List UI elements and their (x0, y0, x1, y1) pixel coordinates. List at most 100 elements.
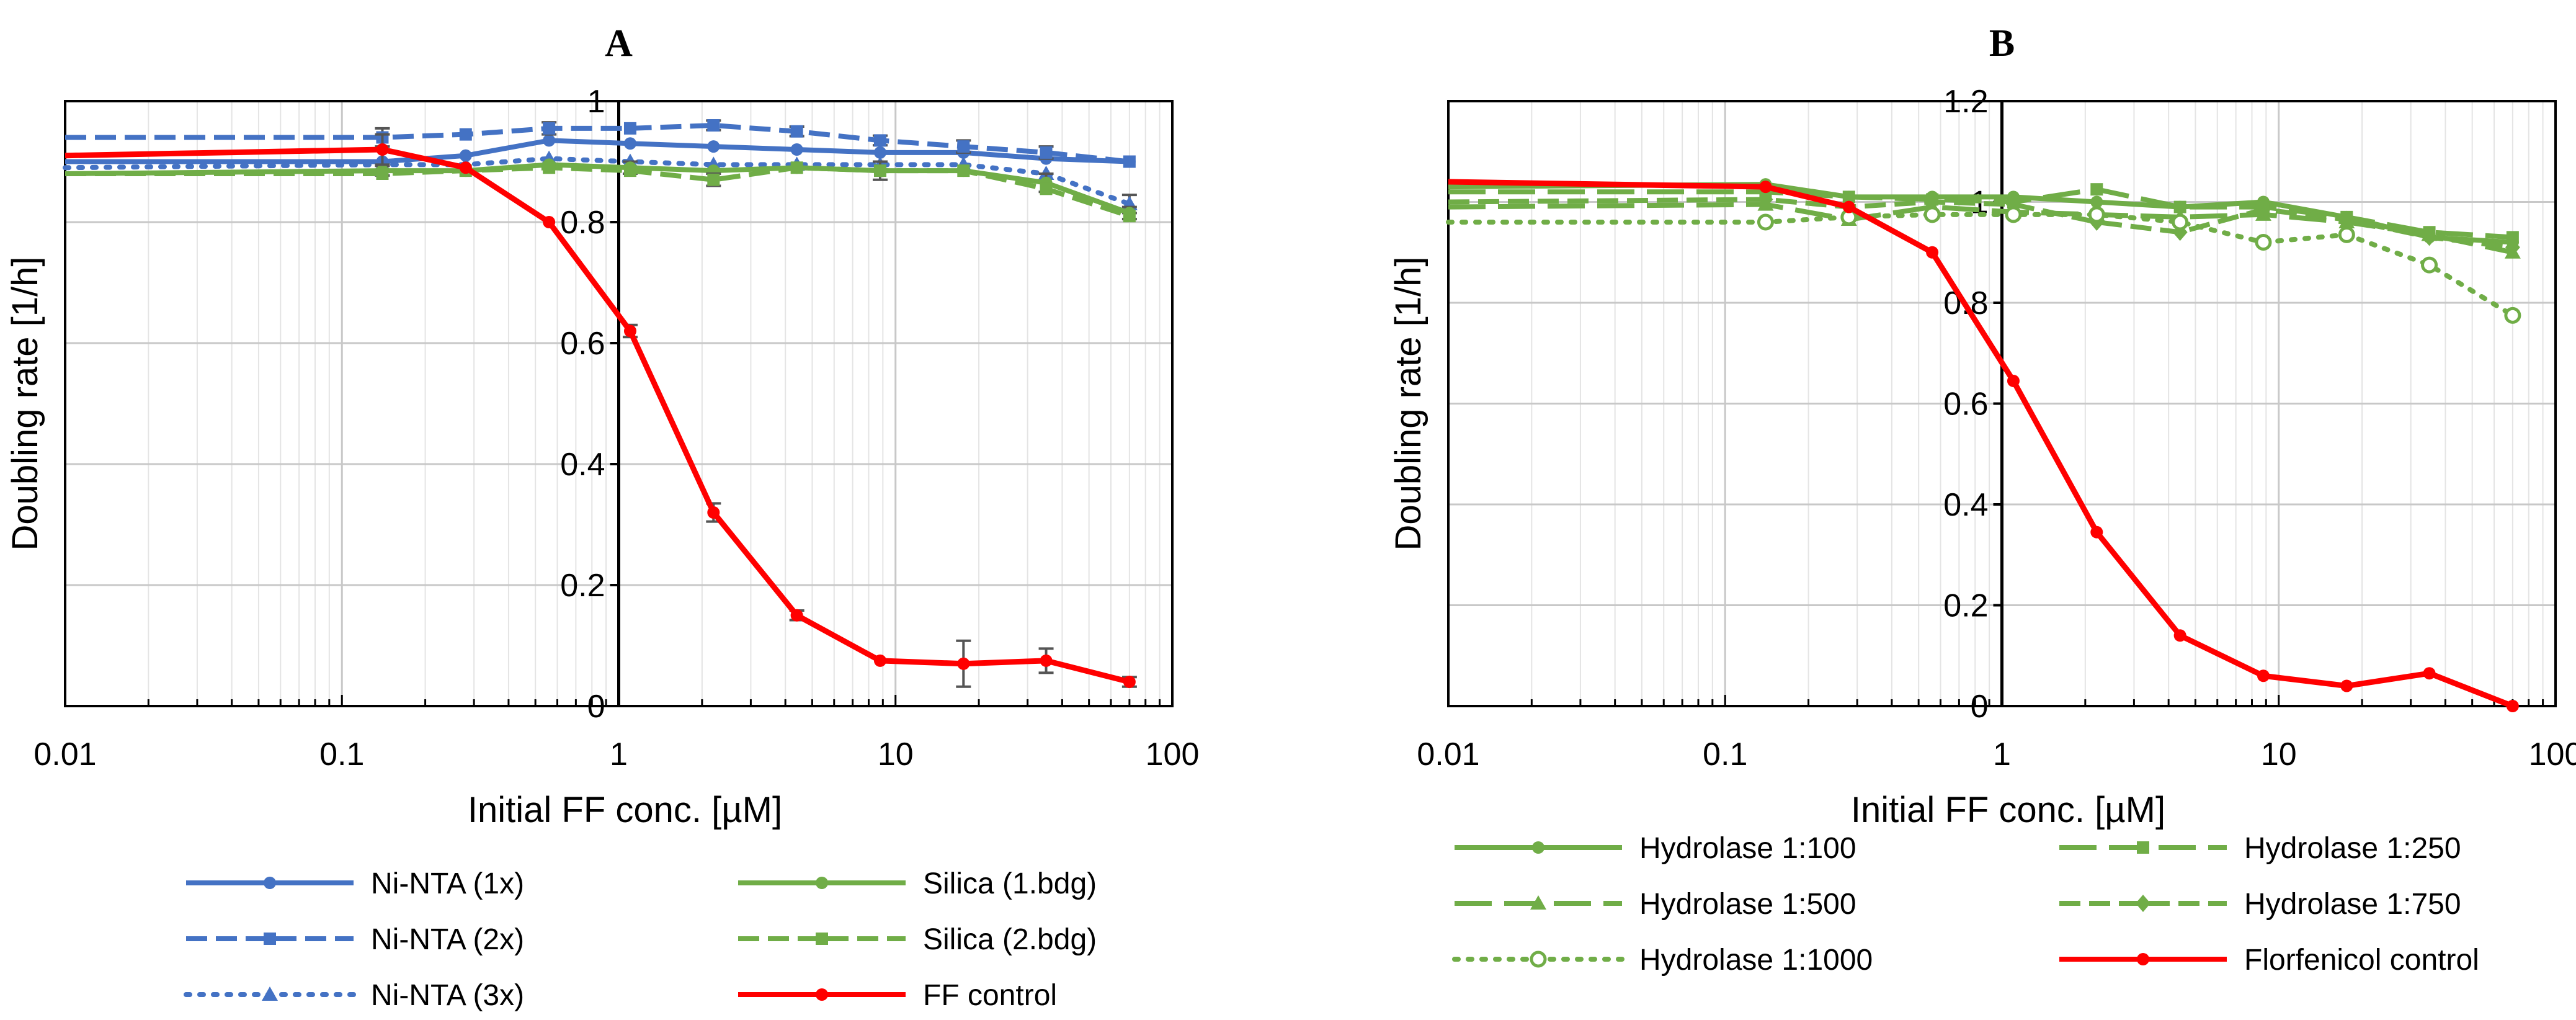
y-tick-label: 0.4 (1943, 487, 1988, 523)
data-point (1758, 190, 1773, 208)
y-tick-label: 0.2 (1943, 588, 1988, 624)
data-point (1923, 206, 1941, 223)
legend-label: Ni-NTA (2x) (371, 923, 524, 956)
y-axis-label: Doubling rate [1/h] (1388, 257, 1428, 551)
data-point (1759, 181, 1772, 194)
x-tick-label: 10 (878, 736, 914, 772)
data-point (459, 161, 472, 174)
data-point (623, 122, 636, 135)
data-point (2007, 374, 2020, 387)
data-point (543, 122, 556, 135)
series-florfenicol-control (1448, 179, 2519, 712)
data-point (957, 164, 970, 177)
series-line (1448, 197, 2513, 250)
legend-marker (1532, 841, 1544, 854)
data-point (623, 324, 636, 338)
data-point (1842, 190, 1855, 204)
legend-marker (2137, 953, 2149, 965)
data-point (2340, 679, 2353, 692)
legend-entry: Ni-NTA (2x) (186, 923, 524, 956)
legend-marker (816, 933, 828, 945)
legend-marker (264, 933, 276, 945)
data-point (459, 149, 472, 162)
data-point (543, 161, 556, 174)
legend-entry: FF control (738, 979, 1057, 1012)
data-point (957, 140, 970, 153)
series-hydrolase-1-1000 (1446, 206, 2521, 324)
data-point (1926, 246, 1939, 259)
panel-a-chart: A 0 0.2 0.4 0.6 0.8 1 0.01 0.1 1 10 100 Initial FF c… (5, 22, 1199, 1012)
legend-entry: Ni-NTA (1x) (186, 867, 524, 900)
legend-marker (264, 877, 276, 889)
data-point (1123, 155, 1136, 168)
x-tick-label: 0.01 (33, 736, 96, 772)
data-point (2090, 526, 2103, 539)
legend-label: Ni-NTA (3x) (371, 979, 524, 1012)
data-point (790, 161, 803, 174)
data-point (707, 173, 720, 186)
data-point (873, 146, 886, 159)
legend-marker (1530, 951, 1547, 968)
series-ni-nta-2x- (65, 119, 1136, 168)
y-tick-label: 0 (1971, 689, 1989, 725)
data-point (873, 134, 886, 147)
legend-label: Ni-NTA (1x) (371, 867, 524, 900)
data-point (2339, 210, 2355, 228)
data-point (957, 657, 970, 670)
legend-entry: Silica (2.bdg) (738, 923, 1097, 956)
y-tick-label: 1.2 (1943, 84, 1988, 120)
x-tick-label: 0.1 (1703, 736, 1747, 772)
data-point (376, 168, 389, 180)
legend-label: Hydrolase 1:100 (1639, 832, 1856, 865)
data-point (790, 143, 803, 156)
x-tick-label: 100 (1146, 736, 1200, 772)
data-point (623, 137, 636, 150)
data-point (2088, 206, 2105, 223)
legend-entry: Hydrolase 1:1000 (1452, 944, 1873, 977)
legend-label: Florfenicol control (2244, 944, 2479, 977)
x-tick-label: 0.1 (319, 736, 364, 772)
data-point (1842, 200, 1855, 213)
data-point (2506, 231, 2519, 244)
legend-marker (262, 986, 278, 1001)
data-point (1123, 676, 1136, 688)
data-point (459, 128, 472, 141)
legend-marker (816, 988, 828, 1001)
data-point (2255, 200, 2271, 218)
legend-label: FF control (923, 979, 1057, 1012)
legend-marker (2137, 841, 2149, 854)
data-point (707, 140, 720, 153)
y-tick-label: 0.4 (560, 447, 605, 483)
series-line (1446, 212, 2515, 318)
legend-label: Silica (1.bdg) (923, 867, 1097, 900)
data-point (1757, 213, 1774, 231)
data-point (2173, 200, 2186, 213)
panel-letter: B (1989, 22, 2015, 65)
data-point (2421, 256, 2438, 274)
legend-label: Hydrolase 1:750 (2244, 888, 2461, 921)
series-ff-control (65, 133, 1137, 688)
legend-entry: Ni-NTA (3x) (184, 979, 524, 1012)
data-point (2090, 183, 2103, 196)
data-point (1925, 193, 1940, 211)
data-point (2090, 195, 2103, 208)
y-tick-label: 0.8 (560, 205, 605, 241)
data-point (2506, 700, 2519, 712)
legend-entry: Hydrolase 1:100 (1455, 832, 1856, 865)
legend-marker (1530, 895, 1546, 910)
legend-label: Hydrolase 1:250 (2244, 832, 2461, 865)
y-tick-label: 1 (587, 84, 605, 120)
legend-label: Hydrolase 1:1000 (1639, 944, 1873, 977)
data-point (2423, 667, 2436, 680)
legend-marker (816, 877, 828, 889)
legend-label: Hydrolase 1:500 (1639, 888, 1856, 921)
data-point (376, 143, 389, 156)
data-point (2338, 226, 2355, 243)
data-point (790, 125, 803, 138)
data-point (2505, 238, 2520, 256)
x-tick-label: 0.01 (1417, 736, 1479, 772)
x-tick-label: 1 (610, 736, 628, 772)
x-tick-label: 100 (2529, 736, 2576, 772)
data-point (543, 216, 556, 228)
